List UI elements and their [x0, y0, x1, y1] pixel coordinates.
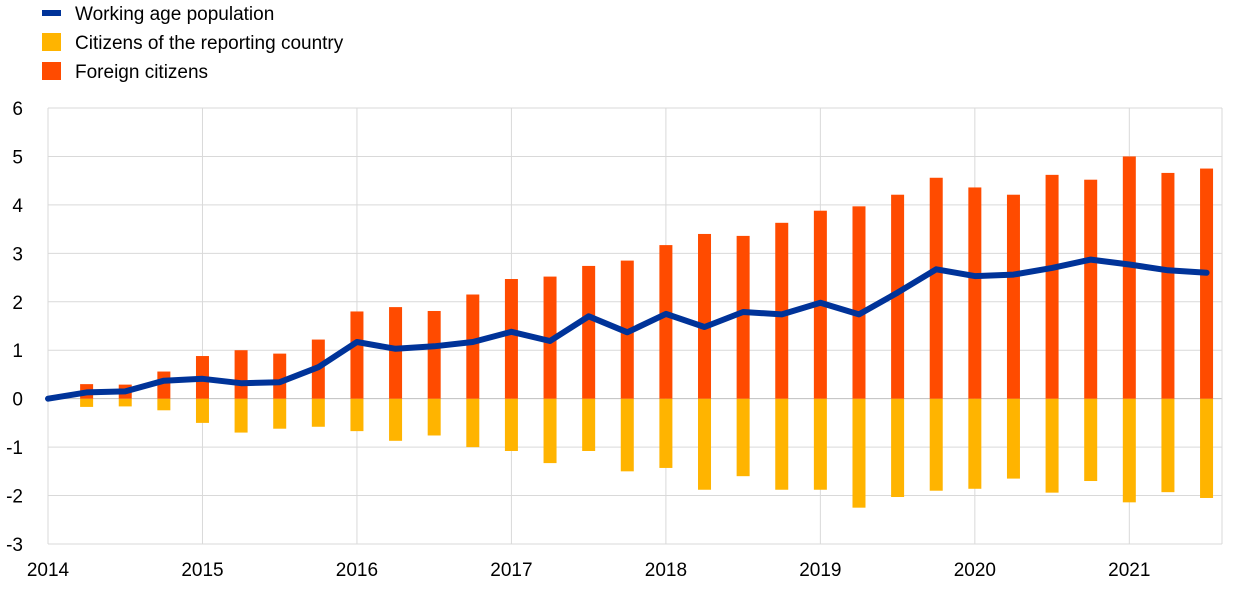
y-tick-label: -1 [6, 438, 23, 459]
bar-foreign-citizens [968, 187, 982, 399]
bar-citizens-of-the-reporting-country [118, 398, 132, 407]
legend-label: Foreign citizens [75, 62, 208, 83]
legend-item: Working age population [42, 4, 274, 25]
x-tick-label: 2018 [645, 560, 687, 581]
bar-citizens-of-the-reporting-country [1006, 398, 1020, 479]
bar-citizens-of-the-reporting-country [543, 398, 557, 464]
bar-foreign-citizens [1161, 172, 1175, 399]
x-tick-label: 2021 [1108, 560, 1150, 581]
x-tick-label: 2020 [954, 560, 996, 581]
bar-foreign-citizens [157, 371, 171, 399]
bar-citizens-of-the-reporting-country [813, 398, 827, 490]
y-tick-label: 2 [12, 293, 23, 314]
y-axis: 6 5 4 3 2 1 0 -1 -2 -3 [6, 99, 23, 556]
line-series [45, 256, 1210, 402]
bar-citizens-of-the-reporting-country [504, 398, 518, 451]
bar-foreign-citizens [582, 265, 596, 399]
bar-citizens-of-the-reporting-country [1161, 398, 1175, 493]
bar-foreign-citizens [234, 350, 248, 399]
bar-citizens-of-the-reporting-country [273, 398, 287, 429]
legend-bar-swatch [42, 62, 61, 80]
bar-citizens-of-the-reporting-country [891, 398, 905, 498]
bars [80, 156, 1214, 508]
bar-foreign-citizens [775, 222, 789, 399]
bar-foreign-citizens [891, 194, 905, 399]
bar-foreign-citizens [929, 177, 943, 399]
bar-foreign-citizens [1045, 174, 1059, 399]
x-tick-label: 2016 [336, 560, 378, 581]
bar-citizens-of-the-reporting-country [736, 398, 750, 477]
bar-citizens-of-the-reporting-country [350, 398, 364, 432]
legend-label: Citizens of the reporting country [75, 33, 344, 54]
y-tick-label: 0 [12, 390, 23, 411]
x-tick-label: 2015 [181, 560, 223, 581]
legend-line-swatch [42, 10, 61, 16]
bar-citizens-of-the-reporting-country [466, 398, 480, 448]
bar-citizens-of-the-reporting-country [311, 398, 325, 427]
bar-citizens-of-the-reporting-country [1045, 398, 1059, 493]
bar-citizens-of-the-reporting-country [80, 398, 94, 407]
x-tick-label: 2019 [799, 560, 841, 581]
x-axis: 2014 2015 2016 2017 2018 2019 2020 2021 [27, 560, 1151, 581]
y-tick-label: 3 [12, 244, 23, 265]
legend-label: Working age population [75, 4, 274, 25]
legend-bar-swatch [42, 33, 61, 51]
y-tick-label: -3 [6, 535, 23, 556]
bar-foreign-citizens [466, 294, 480, 399]
legend: Working age population Citizens of the re… [42, 4, 344, 83]
bar-foreign-citizens [273, 353, 287, 399]
y-tick-label: 6 [12, 99, 23, 120]
bar-foreign-citizens [1006, 194, 1020, 399]
bar-citizens-of-the-reporting-country [389, 398, 403, 441]
bar-citizens-of-the-reporting-country [1200, 398, 1214, 498]
bar-citizens-of-the-reporting-country [157, 398, 171, 411]
bar-foreign-citizens [659, 245, 673, 399]
bar-citizens-of-the-reporting-country [620, 398, 634, 472]
bar-foreign-citizens [698, 233, 712, 399]
bar-foreign-citizens [427, 310, 441, 399]
bar-foreign-citizens [1122, 156, 1136, 399]
bar-citizens-of-the-reporting-country [659, 398, 673, 468]
bar-foreign-citizens [852, 206, 866, 399]
x-tick-label: 2017 [490, 560, 532, 581]
y-tick-label: 4 [12, 196, 23, 217]
bar-citizens-of-the-reporting-country [929, 398, 943, 491]
bar-citizens-of-the-reporting-country [582, 398, 596, 451]
bar-citizens-of-the-reporting-country [852, 398, 866, 508]
bar-foreign-citizens [736, 235, 750, 399]
y-tick-label: 1 [12, 341, 23, 362]
bar-citizens-of-the-reporting-country [427, 398, 441, 436]
bar-citizens-of-the-reporting-country [968, 398, 982, 489]
x-tick-label: 2014 [27, 560, 70, 581]
y-tick-label: 5 [12, 147, 23, 168]
bar-citizens-of-the-reporting-country [698, 398, 712, 490]
legend-item: Foreign citizens [42, 62, 208, 83]
bar-citizens-of-the-reporting-country [1122, 398, 1136, 503]
legend-item: Citizens of the reporting country [42, 33, 344, 54]
bar-foreign-citizens [504, 279, 518, 399]
bar-foreign-citizens [1200, 168, 1214, 399]
bar-citizens-of-the-reporting-country [775, 398, 789, 490]
bar-foreign-citizens [1084, 179, 1098, 399]
bar-citizens-of-the-reporting-country [1084, 398, 1098, 482]
bar-citizens-of-the-reporting-country [234, 398, 248, 433]
bar-foreign-citizens [350, 311, 364, 399]
y-tick-label: -2 [6, 487, 23, 508]
bar-citizens-of-the-reporting-country [195, 398, 209, 423]
bar-foreign-citizens [389, 307, 403, 399]
